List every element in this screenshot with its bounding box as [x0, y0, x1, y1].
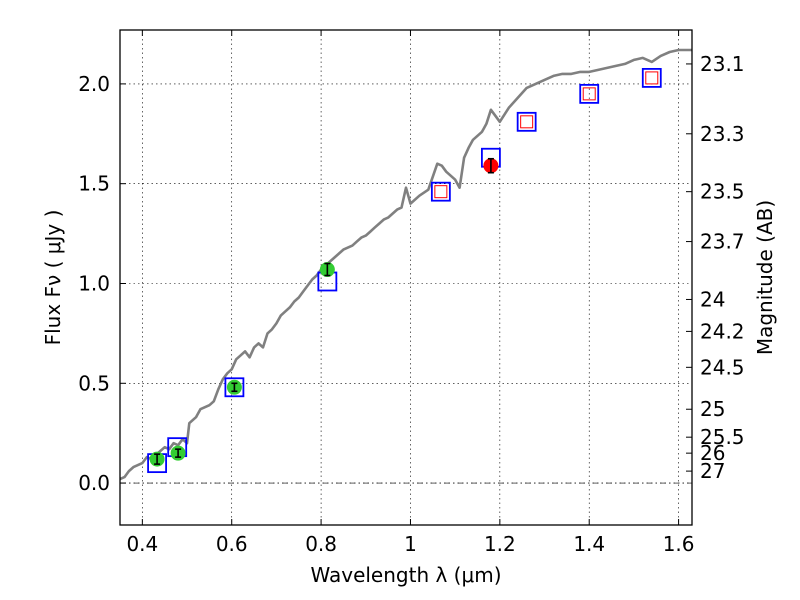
sed-line — [119, 48, 692, 481]
y-tick-label: 0.5 — [78, 371, 110, 395]
right-tick-label: 23.3 — [700, 122, 745, 146]
red-open-square-marker — [582, 87, 596, 101]
red-open-square-marker — [645, 71, 659, 85]
model-square-marker — [430, 181, 451, 202]
right-axis-label: Magnitude (AB) — [753, 200, 777, 355]
right-tick-label: 23.7 — [700, 230, 745, 254]
right-tick-label: 24.2 — [700, 319, 745, 343]
right-tick-label: 24 — [700, 287, 725, 311]
label-layer: Wavelength λ (μm) Flux Fν ( μJy ) Magnit… — [41, 200, 777, 587]
y-tick-label: 1.0 — [78, 271, 110, 295]
right-tick-label: 27 — [700, 459, 725, 483]
x-tick-label: 0.4 — [126, 532, 158, 556]
red-open-square-marker — [434, 185, 448, 199]
data-layer — [119, 48, 692, 481]
y-axis-label: Flux Fν ( μJy ) — [41, 210, 65, 346]
series-observed-nir-red- — [483, 157, 499, 174]
red-open-square-marker — [520, 115, 534, 129]
series-observed-optical-green- — [149, 262, 335, 467]
x-tick-label: 0.8 — [305, 532, 337, 556]
series-model-sed — [119, 48, 692, 481]
right-tick-label: 25 — [700, 397, 725, 421]
model-square-marker — [224, 377, 245, 398]
x-axis-label: Wavelength λ (μm) — [310, 563, 501, 587]
x-tick-label: 1.2 — [484, 532, 516, 556]
model-square-marker — [641, 68, 662, 88]
y-tick-label: 2.0 — [78, 72, 110, 96]
model-square-marker — [516, 111, 537, 132]
right-tick-label: 23.5 — [700, 180, 745, 204]
right-tick-label: 24.5 — [700, 355, 745, 379]
x-tick-label: 1.4 — [573, 532, 605, 556]
tick-layer: 0.4 0.6 0.8 1 1.2 1.4 1.6 0.0 0.5 1.0 1.5 2.0 23.1 23… — [78, 30, 745, 556]
series-upper-limits-open-red — [434, 71, 659, 199]
right-tick-label: 23.1 — [700, 52, 745, 76]
y-tick-label: 0.0 — [78, 471, 110, 495]
x-tick-label: 1.6 — [663, 532, 695, 556]
right-tick-label: 26 — [700, 441, 725, 465]
model-square-marker — [579, 83, 600, 104]
plot-frame — [119, 29, 693, 526]
right-tick-label: 25.5 — [700, 425, 745, 449]
x-tick-label: 0.6 — [216, 532, 248, 556]
x-tick-label: 1 — [404, 532, 417, 556]
y-tick-label: 1.5 — [78, 172, 110, 196]
